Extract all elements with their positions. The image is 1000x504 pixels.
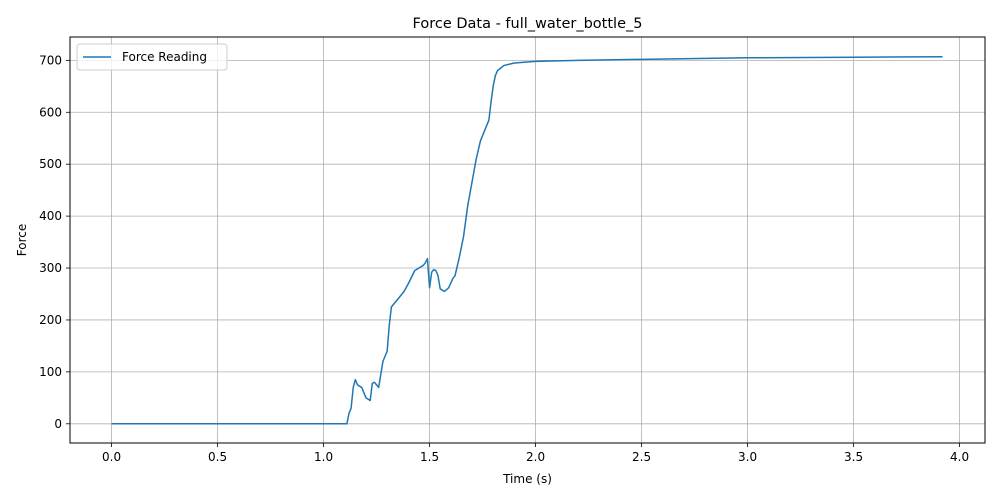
x-tick-label: 0.0	[102, 450, 121, 464]
y-tick-label: 100	[39, 365, 62, 379]
x-tick-label: 3.5	[844, 450, 863, 464]
ticks-layer: 0.0 0.5 1.0 1.5 2.0 2.5 3.0 3.5 4.0 0 100 200 300 400…	[39, 53, 969, 464]
x-tick-label: 4.0	[950, 450, 969, 464]
legend-box	[76, 43, 228, 71]
series-layer	[111, 55, 943, 425]
x-tick-label: 1.0	[314, 450, 333, 464]
series-line-force-reading	[111, 55, 943, 425]
y-tick-label: 400	[39, 209, 62, 223]
x-tick-label: 1.5	[420, 450, 439, 464]
y-tick-label: 300	[39, 261, 62, 275]
y-tick-label: 500	[39, 157, 62, 171]
plot-area-frame	[69, 36, 986, 444]
y-tick-label: 200	[39, 313, 62, 327]
grid-layer	[70, 37, 985, 443]
chart-title: Force Data - full_water_bottle_5	[413, 16, 643, 32]
y-tick-label: 700	[39, 53, 62, 67]
legend-label-force-reading: Force Reading	[122, 50, 207, 64]
x-axis-label: Time (s)	[502, 472, 552, 486]
y-axis-label: Force	[15, 224, 29, 256]
x-tick-label: 2.0	[526, 450, 545, 464]
x-tick-label: 3.0	[738, 450, 757, 464]
y-tick-label: 600	[39, 105, 62, 119]
x-tick-label: 2.5	[632, 450, 651, 464]
legend: Force Reading	[76, 43, 228, 71]
x-tick-label: 0.5	[208, 450, 227, 464]
y-tick-label: 0	[54, 417, 62, 431]
